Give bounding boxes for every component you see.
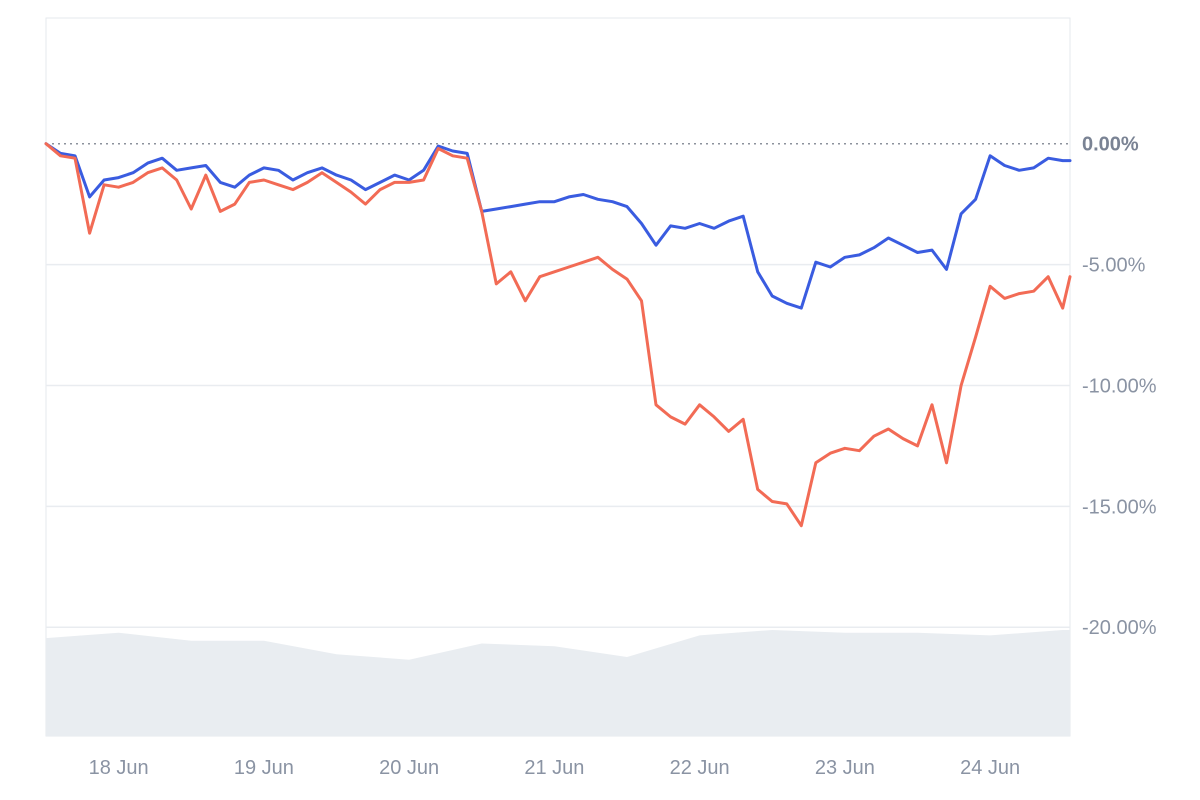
x-tick-label-6: 24 Jun	[960, 757, 1020, 779]
x-tick-label-2: 20 Jun	[379, 757, 439, 779]
x-tick-label-5: 23 Jun	[815, 757, 875, 779]
y-tick-label-0: 0.00%	[1082, 134, 1139, 156]
y-tick-label-4: -20.00%	[1082, 617, 1157, 639]
x-tick-label-3: 21 Jun	[524, 757, 584, 779]
y-tick-label-2: -10.00%	[1082, 375, 1157, 397]
plot-frame	[45, 17, 1071, 737]
x-tick-label-4: 22 Jun	[670, 757, 730, 779]
y-tick-label-1: -5.00%	[1082, 255, 1146, 277]
x-axis-tick-labels: 18 Jun 19 Jun 20 Jun 21 Jun 22 Jun 23 Jun 24 J…	[89, 757, 1021, 779]
volume-area-layer	[46, 630, 1070, 736]
y-tick-label-3: -15.00%	[1082, 496, 1157, 518]
y-axis-tick-labels: 0.00% -5.00% -10.00% -15.00% -20.00%	[1082, 134, 1157, 640]
volume-area	[46, 630, 1070, 736]
series-line-0	[44, 142, 1072, 310]
plot-border	[45, 17, 1071, 737]
series-line-1	[44, 142, 1072, 528]
grid-layer	[46, 263, 1070, 628]
x-tick-label-1: 19 Jun	[234, 757, 294, 779]
x-tick-label-0: 18 Jun	[89, 757, 149, 779]
series-layer	[44, 142, 1072, 528]
